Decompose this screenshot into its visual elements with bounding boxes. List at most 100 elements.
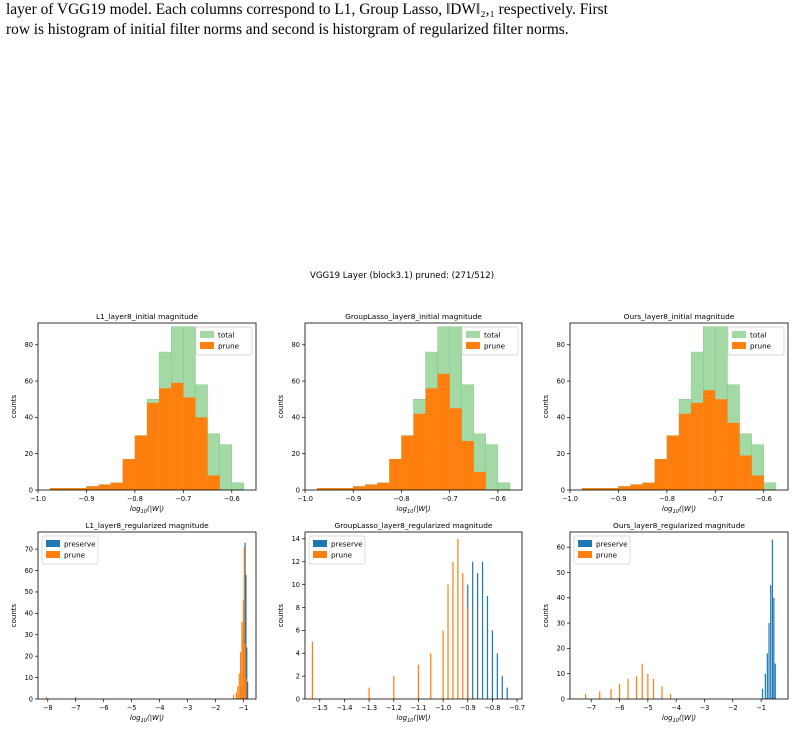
preserve-bar (477, 573, 479, 699)
legend-swatch (200, 342, 214, 349)
prune-bar (661, 686, 663, 699)
legend-label: preserve (331, 540, 363, 549)
figure-caption: layer of VGG19 model. Each columns corre… (6, 0, 802, 40)
x-tick-label: −1.5 (312, 704, 328, 712)
x-tick-label: −7 (71, 704, 81, 712)
preserve-bar (761, 688, 764, 699)
x-axis-label: log10(|W|) (662, 505, 696, 515)
prune-bar (235, 692, 238, 699)
y-tick-label: 0 (29, 486, 33, 494)
legend-swatch (46, 540, 60, 547)
preserve-bar (773, 597, 775, 699)
prune-bar (442, 630, 444, 699)
prune-bar (437, 373, 450, 490)
preserve-bar (245, 574, 247, 699)
preserve-bar (770, 585, 772, 699)
prune-bar (452, 561, 454, 699)
prune-bar (641, 663, 643, 699)
subplot-title: Ours_layer8_regularized magnitude (613, 521, 745, 530)
x-tick-label: −1.0 (297, 495, 313, 503)
legend-swatch (200, 331, 214, 338)
prune-bar (618, 683, 621, 699)
legend: total prune (195, 326, 253, 356)
x-tick-label: −1.0 (30, 495, 46, 503)
prune-bar (122, 459, 135, 490)
y-tick-label: 14 (292, 535, 300, 543)
x-tick-label: −1.0 (562, 495, 578, 503)
y-tick-label: 4 (296, 650, 300, 658)
legend-swatch (732, 331, 746, 338)
y-tick-label: 50 (557, 569, 565, 577)
prune-bar (389, 459, 402, 490)
legend-swatch (46, 551, 60, 558)
total-bar (219, 444, 232, 491)
prune-bar (244, 643, 246, 699)
x-tick-label: −0.9 (78, 495, 94, 503)
subplot-title: GroupLasso_layer8_regularized magnitude (335, 521, 493, 530)
y-tick-label: 20 (557, 450, 565, 458)
preserve-bar (491, 630, 494, 699)
prune-bar (171, 382, 184, 490)
axes-frame (569, 531, 789, 700)
y-tick-label: 20 (25, 450, 33, 458)
y-tick-label: 10 (25, 674, 33, 682)
y-tick-label: 20 (557, 645, 565, 653)
prune-bar (679, 413, 692, 490)
legend-label: prune (484, 342, 506, 351)
axes-frame (37, 322, 257, 491)
total-bar (485, 444, 499, 491)
x-tick-label: −0.8 (127, 495, 143, 503)
y-tick-label: 20 (25, 652, 33, 660)
preserve-bar (766, 653, 768, 699)
axes-frame (304, 322, 523, 491)
y-tick-label: 2 (296, 672, 300, 680)
prune-bar (207, 475, 220, 490)
prune-bar (245, 677, 247, 699)
y-axis-label: counts (542, 394, 550, 418)
x-tick-label: −0.9 (345, 495, 361, 503)
prune-bar (242, 600, 245, 699)
prune-bar (447, 584, 449, 699)
preserve-bar (774, 663, 776, 699)
y-axis-label: counts (542, 603, 550, 627)
prune-bar (238, 673, 240, 699)
prune-bar (45, 696, 47, 699)
prune-bar (582, 488, 595, 490)
legend: preserve prune (308, 535, 366, 565)
x-tick-label: −0.8 (659, 495, 675, 503)
legend-swatch (313, 551, 327, 558)
x-tick-label: −5 (643, 704, 653, 712)
y-tick-label: 70 (25, 545, 33, 553)
legend-swatch (578, 551, 592, 558)
y-tick-label: 40 (25, 414, 33, 422)
prune-bar (618, 486, 631, 490)
x-tick-label: −0.7 (442, 495, 458, 503)
y-tick-label: 60 (25, 377, 33, 385)
prune-bar (666, 435, 679, 490)
x-tick-label: −0.8 (393, 495, 409, 503)
prune-bar (240, 651, 242, 699)
legend-label: prune (64, 551, 86, 560)
legend-label: total (750, 331, 766, 340)
y-tick-label: 40 (557, 414, 565, 422)
y-tick-label: 80 (292, 341, 300, 349)
prune-bar (635, 676, 638, 699)
y-axis-label: counts (277, 603, 285, 627)
prune-bar (627, 678, 629, 699)
subplot-4: −8 −7 −6 −5 −4 −3 −2 −1 0 10 20 30 40 50 60 70 L1_layer8… (10, 521, 257, 724)
prune-bar (669, 693, 672, 699)
preserve-bar (486, 596, 489, 699)
y-tick-label: 12 (292, 558, 300, 566)
preserve-bar (771, 539, 774, 699)
subplot-2: −1.0 −0.9 −0.8 −0.7 −0.6 0 20 40 60 80 GroupLasso_… (277, 312, 523, 515)
subplot-title: Ours_layer8_initial magnitude (624, 312, 735, 321)
y-tick-label: 20 (292, 450, 300, 458)
x-tick-label: −0.6 (756, 495, 772, 503)
axes-frame (37, 531, 257, 700)
prune-bar (237, 686, 239, 699)
x-tick-label: −1 (756, 704, 766, 712)
legend-label: preserve (64, 540, 96, 549)
x-tick-label: −0.6 (224, 495, 240, 503)
y-tick-label: 80 (557, 341, 565, 349)
prune-bar (317, 488, 330, 490)
